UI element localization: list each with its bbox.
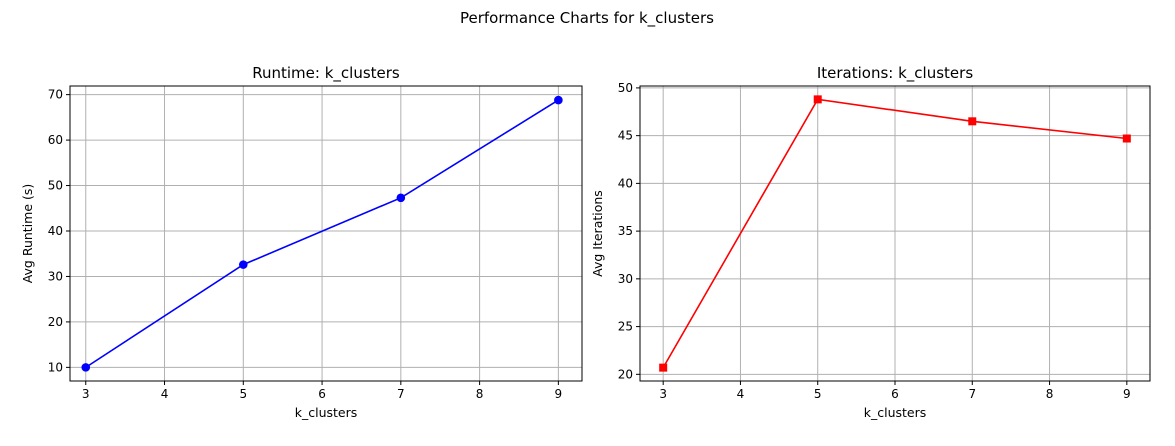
data-point-marker: [396, 193, 406, 203]
x-tick-label: 8: [1046, 387, 1054, 401]
data-point-marker: [813, 95, 822, 104]
data-point-marker: [659, 363, 668, 372]
data-point-marker: [968, 117, 977, 126]
y-tick-label: 70: [48, 88, 63, 102]
y-tick-label: 30: [618, 272, 633, 286]
data-point-marker: [554, 95, 563, 105]
y-tick-label: 40: [618, 176, 633, 190]
y-tick-label: 35: [618, 224, 633, 238]
y-tick-label: 45: [618, 129, 633, 143]
figure-suptitle: Performance Charts for k_clusters: [460, 9, 714, 28]
y-tick-label: 50: [618, 81, 633, 95]
x-tick-label: 6: [318, 387, 326, 401]
chart-title: Iterations: k_clusters: [817, 64, 973, 83]
y-tick-label: 10: [48, 360, 63, 374]
x-axis-label: k_clusters: [864, 405, 927, 420]
y-axis-label: Avg Runtime (s): [20, 184, 35, 284]
data-point-marker: [81, 363, 91, 372]
data-point-marker: [1122, 134, 1131, 143]
y-tick-label: 25: [618, 320, 633, 334]
y-tick-label: 20: [618, 367, 633, 381]
plot-frame: [69, 85, 583, 382]
x-tick-label: 3: [82, 387, 90, 401]
chart-title: Runtime: k_clusters: [252, 64, 400, 83]
y-axis-label: Avg Iterations: [590, 190, 605, 277]
x-tick-label: 9: [555, 387, 563, 401]
y-tick-label: 30: [48, 269, 63, 283]
y-tick-label: 20: [48, 315, 63, 329]
x-tick-label: 7: [397, 387, 405, 401]
series-line: [662, 98, 1127, 369]
y-tick-label: 40: [48, 224, 63, 238]
x-tick-label: 4: [161, 387, 169, 401]
series-line: [85, 99, 559, 369]
data-point-marker: [238, 260, 248, 269]
x-tick-label: 8: [476, 387, 484, 401]
x-tick-label: 3: [659, 387, 667, 401]
y-tick-label: 50: [48, 179, 63, 193]
x-axis-label: k_clusters: [295, 405, 358, 420]
x-tick-label: 6: [891, 387, 899, 401]
runtime-chart: 3 4 5 6 7 8 9 10 20 30 40 50 60 70 Runtime: k_clusters…: [20, 64, 583, 420]
x-tick-label: 9: [1123, 387, 1131, 401]
x-tick-label: 5: [814, 387, 822, 401]
y-tick-label: 60: [48, 133, 63, 147]
x-tick-label: 7: [968, 387, 976, 401]
x-tick-label: 5: [239, 387, 247, 401]
x-tick-label: 4: [737, 387, 745, 401]
